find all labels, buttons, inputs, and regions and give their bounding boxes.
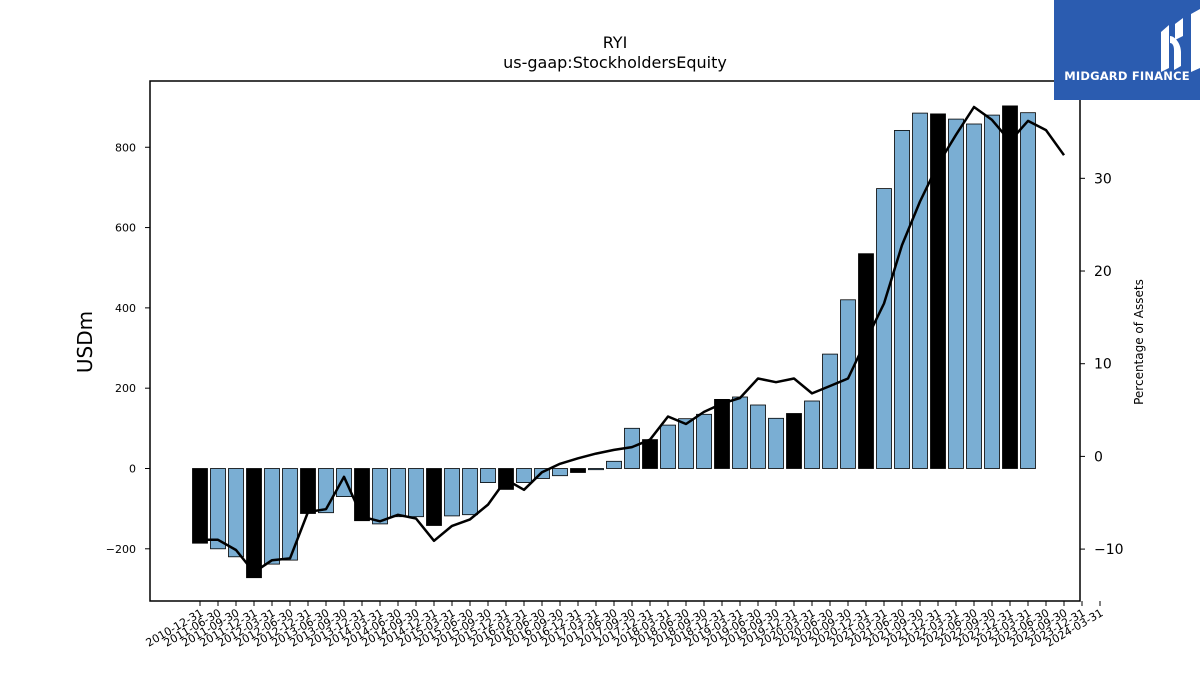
bar — [570, 468, 586, 473]
y-tick-label: 0 — [129, 462, 136, 475]
line-group — [200, 105, 1066, 574]
bar — [858, 253, 874, 469]
y-right-tick-label: 0 — [1094, 449, 1103, 465]
bar — [282, 468, 298, 561]
bar — [516, 468, 532, 484]
bar — [678, 418, 694, 469]
bar — [894, 129, 910, 469]
bar — [336, 468, 352, 498]
bar — [426, 468, 442, 526]
bar — [786, 413, 802, 469]
bar — [660, 424, 676, 469]
bar — [912, 112, 928, 469]
chart-subtitle: us-gaap:StockholdersEquity — [503, 53, 727, 72]
bar — [210, 468, 226, 550]
bar — [714, 398, 730, 469]
bars-group — [192, 105, 1036, 579]
bar — [804, 400, 820, 469]
bar — [192, 468, 208, 544]
bar — [876, 188, 892, 469]
y-axis-right-ticks: −10 0 10 20 30 — [1080, 171, 1124, 558]
y-right-tick-label: 30 — [1094, 171, 1112, 187]
bar — [354, 468, 370, 522]
bar — [696, 413, 712, 469]
bar — [372, 468, 388, 525]
bar — [840, 299, 856, 469]
bar — [318, 468, 334, 514]
bar — [966, 123, 982, 469]
logo-icon — [1161, 9, 1200, 72]
bar — [822, 353, 838, 469]
y-tick-label: 600 — [115, 222, 136, 235]
bar — [1020, 112, 1036, 469]
y-axis-right-label: Percentage of Assets — [1132, 279, 1146, 405]
plot-frame — [149, 80, 1081, 602]
chart-title: RYI — [603, 33, 628, 52]
series-line — [200, 105, 1066, 574]
bar — [948, 118, 964, 469]
y-right-tick-label: 20 — [1094, 264, 1112, 280]
bar — [480, 468, 496, 484]
bar — [750, 404, 766, 469]
bar — [390, 468, 406, 518]
bar — [984, 114, 1000, 469]
bar — [768, 417, 784, 469]
y-right-tick-label: 10 — [1094, 357, 1112, 373]
bar — [1002, 105, 1018, 469]
y-tick-label: 800 — [115, 141, 136, 154]
y-tick-label: 400 — [115, 302, 136, 315]
y-right-tick-label: −10 — [1094, 542, 1124, 558]
bar — [642, 439, 658, 469]
bar — [246, 468, 262, 579]
bar — [264, 468, 280, 565]
y-axis-ticks: −200 0 200 400 600 800 — [106, 141, 150, 556]
y-tick-label: −200 — [106, 543, 136, 556]
y-tick-label: 200 — [115, 382, 136, 395]
brand-name: MIDGARD FINANCE — [1064, 69, 1190, 83]
bar — [228, 468, 244, 558]
brand-logo: MIDGARD FINANCE — [1054, 0, 1200, 100]
y-axis-label: USDm — [73, 311, 97, 373]
bar — [588, 468, 604, 471]
bar — [462, 468, 478, 516]
bar — [552, 468, 568, 477]
x-axis-ticks: 2010-12-312011-06-302011-09-302011-12-31… — [144, 601, 1106, 650]
bar — [930, 113, 946, 469]
bar — [732, 396, 748, 469]
bar — [408, 468, 424, 518]
bar — [606, 460, 622, 469]
bar — [444, 468, 460, 517]
bar — [300, 468, 316, 514]
